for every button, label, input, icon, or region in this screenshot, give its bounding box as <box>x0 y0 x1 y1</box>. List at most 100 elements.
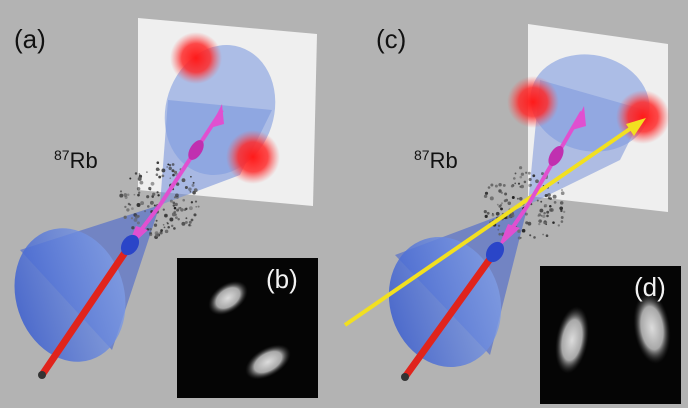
atom-dot <box>149 227 152 231</box>
atom-dot <box>559 206 564 211</box>
atom-dot <box>164 229 169 234</box>
atom-dot <box>172 204 176 207</box>
atom-dot <box>175 216 178 220</box>
atom-dot <box>138 191 141 194</box>
atom-dot <box>154 231 159 236</box>
atom-dot <box>123 215 127 219</box>
atom-dot <box>168 163 172 167</box>
atom-dot <box>519 175 523 179</box>
isotope-symbol: Rb <box>69 148 98 173</box>
atom-dot <box>533 236 536 239</box>
atom-dot <box>496 203 499 206</box>
atom-dot <box>169 177 172 180</box>
atom-dot <box>155 167 160 172</box>
atom-dot <box>560 191 565 196</box>
atom-dot <box>193 213 197 217</box>
atom-dot <box>560 220 564 223</box>
atom-dot <box>156 191 159 194</box>
panel-a <box>14 18 317 379</box>
atom-dot <box>119 190 123 193</box>
atom-dot <box>547 193 551 197</box>
atom-dot <box>163 226 166 229</box>
panel-label-b: (b) <box>266 264 298 294</box>
atom-dot <box>484 214 488 218</box>
atom-dot <box>146 171 148 174</box>
atom-dot <box>517 229 521 233</box>
atom-dot <box>563 210 566 214</box>
atom-dot <box>149 188 152 191</box>
atom-dot <box>190 201 194 204</box>
lower-scattering-cone <box>388 205 528 368</box>
atom-dot <box>511 196 515 199</box>
atom-dot <box>149 200 154 205</box>
atom-dot <box>498 205 502 208</box>
atom-dot <box>492 212 494 215</box>
atom-dot <box>134 214 139 219</box>
inset-d-image <box>540 266 681 404</box>
atom-dot <box>544 194 548 198</box>
isotope-mass: 87 <box>414 147 430 163</box>
atom-dot <box>119 193 124 198</box>
atom-dot <box>510 184 514 188</box>
scattered-spot <box>226 130 280 184</box>
atom-dot <box>185 217 188 220</box>
atom-dot <box>484 191 489 195</box>
atom-dot <box>190 218 194 222</box>
atom-dot <box>131 207 134 210</box>
atom-dot <box>540 200 543 203</box>
atom-dot <box>514 172 517 175</box>
panel-label-a: (a) <box>14 24 46 54</box>
atom-dot <box>497 224 501 227</box>
atom-dot <box>486 211 490 215</box>
atom-dot <box>162 223 165 226</box>
atom-dot <box>500 207 503 211</box>
atom-dot <box>172 201 176 205</box>
atom-dot <box>173 210 177 214</box>
atom-dot <box>538 220 540 223</box>
atom-dot <box>149 231 153 235</box>
atom-dot <box>176 208 180 212</box>
atom-dot <box>146 195 150 199</box>
atom-dot <box>500 202 503 205</box>
atom-dot <box>519 185 522 188</box>
panel-label-c: (c) <box>376 24 407 54</box>
atom-dot <box>517 236 521 240</box>
atom-dot <box>136 221 140 225</box>
atom-dot <box>528 183 532 188</box>
atom-dot <box>547 197 551 200</box>
atom-dot <box>545 234 549 238</box>
atom-dot <box>131 226 135 230</box>
atom-dot <box>560 209 563 213</box>
atom-dot <box>171 169 175 173</box>
atom-dot <box>174 213 178 217</box>
atom-dot <box>124 205 127 209</box>
atom-dot <box>134 172 138 175</box>
atom-dot <box>167 226 170 229</box>
atom-dot <box>140 201 145 206</box>
atom-dot <box>189 224 192 227</box>
atom-dot <box>524 212 528 216</box>
atom-dot <box>192 190 196 195</box>
atom-dot <box>550 208 554 212</box>
atom-dot <box>168 166 172 171</box>
atom-dot <box>483 210 487 214</box>
atom-dot <box>166 166 169 168</box>
atom-dot <box>170 224 174 228</box>
atom-dot <box>184 220 188 224</box>
atom-dot <box>546 214 549 218</box>
atom-dot <box>494 184 498 188</box>
panel-c <box>343 24 670 381</box>
atom-dot <box>538 219 542 223</box>
atom-dot <box>138 173 141 175</box>
atom-dot <box>160 229 163 232</box>
atom-dot <box>155 219 158 222</box>
atom-dot <box>161 168 166 173</box>
atom-dot <box>180 208 184 212</box>
atom-dot <box>162 208 165 211</box>
atom-dot <box>521 228 526 233</box>
atom-dot <box>153 223 158 227</box>
pump-beam-arrow <box>38 234 140 379</box>
atom-dot <box>182 198 185 202</box>
